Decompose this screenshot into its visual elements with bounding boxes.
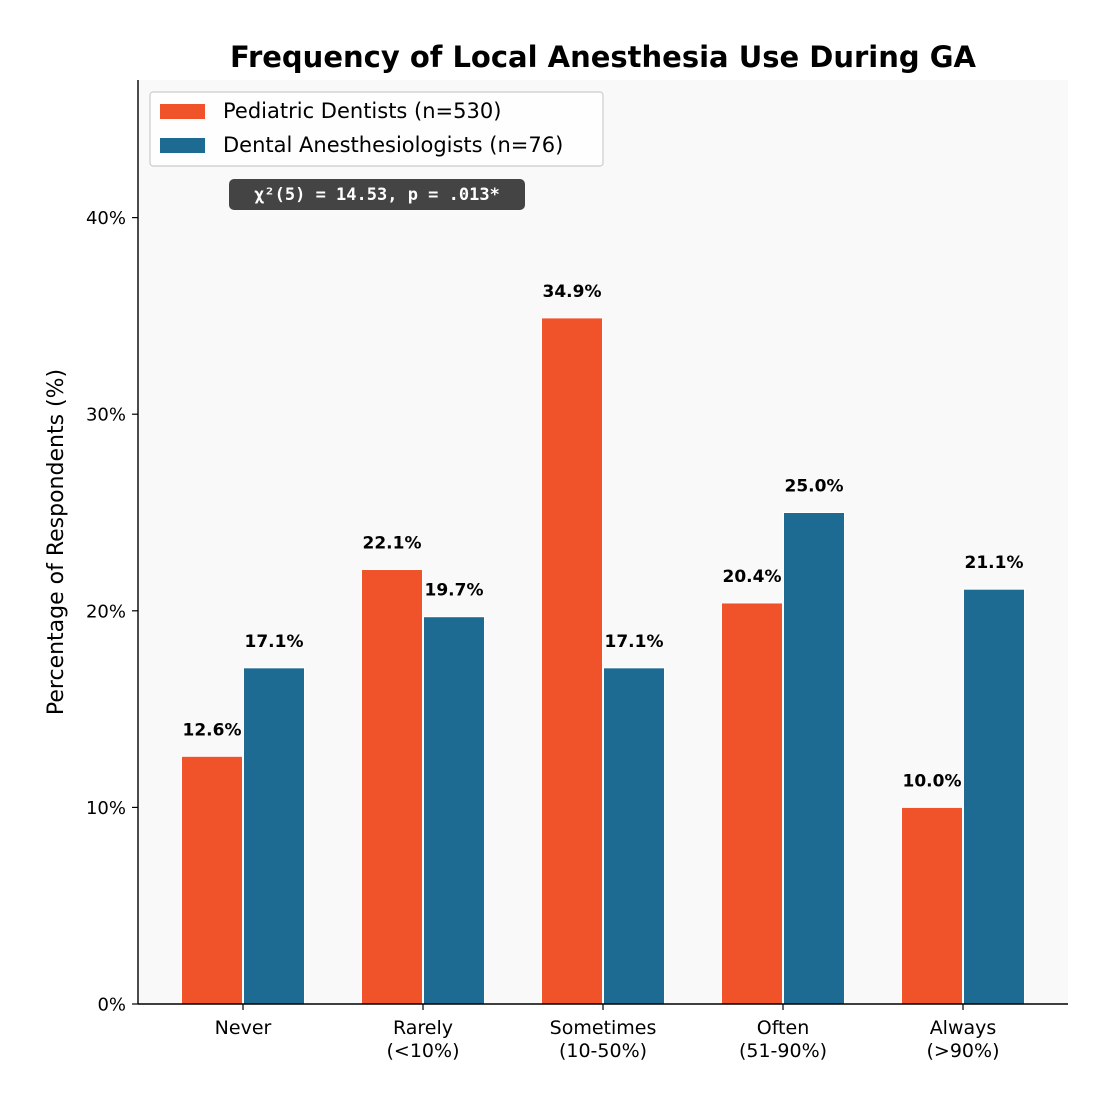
x-tick-label: Rarely <box>393 1017 453 1039</box>
x-tick-label: (<10%) <box>387 1040 460 1062</box>
x-tick-label: Sometimes <box>550 1017 657 1039</box>
y-tick-label: 0% <box>97 995 126 1016</box>
legend-label: Dental Anesthesiologists (n=76) <box>223 133 563 157</box>
x-tick-label: Never <box>215 1017 272 1039</box>
value-label: 20.4% <box>723 567 782 587</box>
value-label: 10.0% <box>903 771 962 791</box>
y-axis-label: Percentage of Respondents (%) <box>44 369 69 715</box>
x-tick-label: Often <box>757 1017 810 1039</box>
x-tick-label: (10-50%) <box>559 1040 647 1062</box>
y-tick-label: 10% <box>86 798 126 819</box>
annotation-text: χ²(5) = 14.53, p = .013* <box>254 185 500 205</box>
value-label: 22.1% <box>363 534 422 554</box>
y-axis: 0% 10% 20% 30% 40% <box>86 80 139 1016</box>
x-axis: Never Rarely(<10%)Sometimes(10-50%)Often(… <box>138 1003 1068 1062</box>
bar-dental-anesthesiologists-4 <box>963 588 1025 1005</box>
bar-pediatric-dentists-4 <box>901 806 963 1005</box>
bar-dental-anesthesiologists-1 <box>423 616 485 1005</box>
annotation-box <box>229 179 525 210</box>
y-tick-label: 20% <box>86 601 126 622</box>
value-label: 21.1% <box>965 553 1024 573</box>
y-tick-label: 30% <box>86 405 126 426</box>
x-tick-label: Always <box>930 1017 997 1039</box>
value-label: 12.6% <box>183 720 242 740</box>
value-label: 34.9% <box>543 282 602 302</box>
bar-pediatric-dentists-2 <box>541 317 603 1005</box>
stat-annotation: χ²(5) = 14.53, p = .013* <box>229 179 525 210</box>
bar-pediatric-dentists-1 <box>361 569 423 1005</box>
legend: Pediatric Dentists (n=530) Dental Anesthe… <box>149 91 604 167</box>
bar-dental-anesthesiologists-3 <box>783 512 845 1005</box>
legend-label: Pediatric Dentists (n=530) <box>223 99 501 123</box>
bar-dental-anesthesiologists-2 <box>603 667 665 1005</box>
legend-swatch <box>160 138 205 153</box>
chart-title: Frequency of Local Anesthesia Use During… <box>230 40 977 74</box>
x-tick-label: (>90%) <box>927 1040 1000 1062</box>
bars-group <box>181 317 1025 1005</box>
legend-swatch <box>160 104 205 119</box>
value-label: 19.7% <box>425 581 484 601</box>
bar-pediatric-dentists-3 <box>721 602 783 1005</box>
y-tick-label: 40% <box>86 208 126 229</box>
x-tick-label: (51-90%) <box>739 1040 827 1062</box>
value-labels-group: 12.6% 22.1% 34.9% 20.4% 10.0% 17.1% 19.7% 17.1%… <box>183 282 1024 792</box>
value-label: 17.1% <box>605 632 664 652</box>
legend-box <box>149 91 604 167</box>
bar-pediatric-dentists-0 <box>181 755 243 1005</box>
value-label: 25.0% <box>785 477 844 497</box>
value-label: 17.1% <box>245 632 304 652</box>
bar-dental-anesthesiologists-0 <box>243 667 305 1005</box>
